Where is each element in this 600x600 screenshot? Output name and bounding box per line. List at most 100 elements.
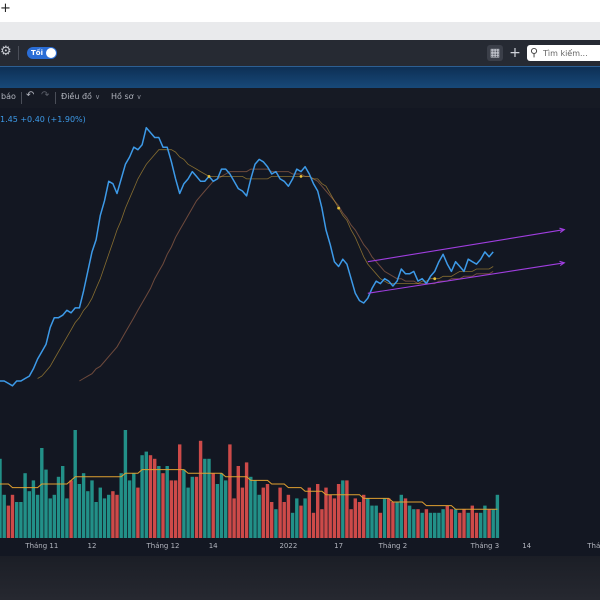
volume-bar	[44, 469, 48, 538]
toolbar-divider	[18, 46, 19, 60]
volume-bar	[491, 509, 495, 538]
volume-bar	[249, 476, 253, 538]
price-chart[interactable]	[0, 108, 600, 540]
search-input[interactable]	[543, 45, 600, 61]
x-tick-label: Thán	[587, 542, 600, 550]
volume-bar	[228, 444, 232, 538]
volume-bar	[203, 458, 207, 538]
volume-bar	[31, 480, 36, 538]
plus-icon[interactable]: +	[509, 45, 521, 61]
volume-bar	[23, 473, 27, 538]
volume-bar	[115, 494, 119, 538]
volume-bar	[244, 462, 249, 538]
volume-bar	[73, 430, 77, 538]
volume-bar	[261, 487, 265, 538]
volume-bar	[458, 512, 462, 538]
price-change-readout: 1.45 +0.40 (+1.90%)	[0, 115, 86, 124]
bottom-panel	[0, 556, 600, 600]
volume-bar	[336, 484, 341, 538]
theme-toggle-label: Tối	[31, 49, 43, 57]
volume-bar	[395, 502, 399, 538]
menu-dieu-do-label: Điều đồ	[61, 92, 92, 101]
arrow-head-icon	[559, 227, 566, 233]
volume-bar	[374, 505, 378, 538]
volume-bar	[215, 484, 220, 538]
top-toolbar: ⚙ Tối ▦ + ⚲	[0, 40, 600, 66]
volume-bar	[311, 512, 316, 538]
menu-dieu-do[interactable]: Điều đồ ∨	[61, 92, 100, 101]
toggle-knob	[46, 48, 56, 58]
event-markers	[207, 175, 437, 281]
volume-bar	[190, 476, 194, 538]
browser-tab-bar	[0, 22, 600, 41]
volume-bar	[19, 502, 23, 538]
redo-icon[interactable]: ↷	[41, 90, 50, 101]
volume-bar	[61, 466, 65, 538]
gear-icon[interactable]: ⚙	[0, 44, 12, 59]
x-tick-label: 14	[522, 542, 532, 550]
menu-bao[interactable]: báo	[1, 92, 16, 101]
chevron-down-icon: ∨	[136, 93, 142, 101]
event-marker	[337, 206, 340, 210]
search-box[interactable]: ⚲	[527, 45, 600, 61]
volume-bar	[387, 498, 391, 538]
volume-bar	[320, 509, 324, 538]
plus-glyph[interactable]: +	[0, 1, 11, 16]
x-tick-label: Tháng 11	[25, 542, 59, 550]
volume-bar	[40, 448, 44, 538]
volume-bar	[487, 509, 491, 538]
volume-bar	[182, 469, 186, 538]
channel-lower-line	[367, 262, 565, 294]
volume-bar	[77, 484, 82, 538]
volume-bar	[132, 473, 136, 538]
volume-bar	[345, 480, 349, 538]
volume-bar	[282, 502, 286, 538]
volume-bar	[357, 502, 362, 538]
theme-toggle[interactable]: Tối	[27, 47, 57, 59]
volume-bar	[186, 487, 190, 538]
volume-bar	[286, 494, 291, 538]
arrow-head-icon	[559, 260, 566, 267]
moving-averages	[37, 149, 494, 382]
volume-bar	[382, 498, 387, 538]
volume-bar	[52, 494, 56, 538]
volume-bar	[6, 505, 11, 538]
volume-bar	[416, 509, 420, 538]
volume-bar	[102, 498, 107, 538]
volume-bar	[144, 451, 148, 538]
volume-bar	[265, 484, 270, 538]
volume-ma-line	[0, 469, 498, 510]
volume-bar	[303, 498, 307, 538]
volume-bar	[153, 458, 157, 538]
volume-bar	[470, 505, 474, 538]
volume-bar	[433, 512, 437, 538]
header-banner	[0, 66, 600, 89]
volume-bar	[328, 494, 332, 538]
time-axis: Tháng 11 12 Tháng 12 14 2022 17 Tháng 2 Tháng 3…	[0, 540, 600, 554]
volume-bar	[270, 502, 274, 538]
grid-icon[interactable]: ▦	[487, 45, 503, 61]
volume-bar	[111, 491, 115, 538]
volume-bar	[194, 476, 199, 538]
event-marker	[433, 277, 437, 281]
menu-ho-so[interactable]: Hồ sơ ∨	[111, 92, 142, 101]
x-tick-label: Tháng 12	[146, 542, 180, 550]
volume-bar	[207, 458, 211, 538]
menu-divider	[21, 92, 22, 104]
volume-bar	[224, 480, 228, 538]
volume-bar	[453, 509, 458, 538]
volume-bar	[232, 498, 236, 538]
undo-icon[interactable]: ↶	[26, 90, 35, 101]
volume-bar	[437, 512, 441, 538]
x-tick-label: 12	[87, 542, 97, 550]
volume-bar	[15, 502, 19, 538]
x-tick-label: 17	[334, 542, 344, 550]
browser-top-strip: +	[0, 0, 600, 22]
volume-bar	[332, 498, 337, 538]
volume-bar	[403, 498, 408, 538]
volume-bar	[119, 473, 123, 538]
volume-bar	[0, 458, 2, 538]
ma-long-line	[79, 168, 494, 382]
volume-bar	[240, 487, 245, 538]
volume-bar	[399, 494, 403, 538]
